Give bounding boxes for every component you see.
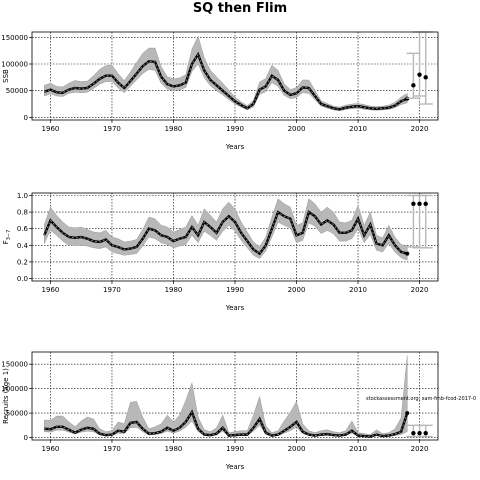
y-tick-label: 0.6 <box>17 225 29 233</box>
y-axis-label: Recruits (age 1) <box>2 368 10 424</box>
y-tick-label: 0.8 <box>17 209 28 217</box>
forecast-point <box>417 430 422 436</box>
x-tick-label: 1980 <box>165 286 183 294</box>
y-axis-label: F3−7 <box>2 230 12 245</box>
y-tick-label: 150000 <box>1 361 28 369</box>
x-tick-label: 2000 <box>288 125 306 133</box>
y-tick-label: 0 <box>24 434 28 442</box>
confidence-band <box>44 355 408 438</box>
x-tick-label: 1990 <box>226 125 244 133</box>
x-tick-label: 2020 <box>411 286 429 294</box>
ssb-panel: 1960 1970 1980 1990 2000 2010 2020 0 50000 100000… <box>1 31 439 151</box>
x-tick-label: 2010 <box>349 125 367 133</box>
x-tick-label: 1960 <box>42 286 60 294</box>
confidence-band <box>44 198 408 261</box>
y-tick-label: 50000 <box>6 410 28 418</box>
x-tick-label: 2000 <box>288 286 306 294</box>
last-estimate-point <box>405 411 410 416</box>
y-tick-label: 0.2 <box>17 258 28 266</box>
x-tick-label: 2020 <box>411 445 429 453</box>
fishing-mortality-panel: 1960 1970 1980 1990 2000 2010 2020 0.0 0.2 0.4 0.6… <box>2 192 439 312</box>
forecast-point <box>423 430 428 436</box>
forecast-point <box>411 201 416 206</box>
y-tick-label: 0.0 <box>17 275 28 283</box>
forecast-point <box>411 83 416 88</box>
x-axis-label: Years <box>225 143 245 151</box>
x-tick-label: 1960 <box>42 125 60 133</box>
y-tick-label: 0 <box>24 114 28 122</box>
x-tick-label: 2010 <box>349 445 367 453</box>
x-tick-label: 1980 <box>165 125 183 133</box>
estimate-line <box>43 210 408 256</box>
y-tick-label: 0.4 <box>17 242 29 250</box>
x-tick-label: 1980 <box>165 445 183 453</box>
x-tick-label: 1990 <box>226 445 244 453</box>
x-tick-label: 1990 <box>226 286 244 294</box>
x-tick-label: 1970 <box>103 125 121 133</box>
chart-title: SQ then Flim <box>193 1 287 16</box>
forecast-point <box>423 75 428 80</box>
forecast-point <box>411 430 416 436</box>
y-axis-label: SSB <box>2 69 10 83</box>
estimate-line-dash <box>44 411 408 438</box>
y-tick-label: 150000 <box>1 34 28 42</box>
x-tick-label: 1960 <box>42 445 60 453</box>
x-axis-label: Years <box>225 463 245 471</box>
x-tick-label: 1970 <box>103 286 121 294</box>
x-tick-label: 2020 <box>411 125 429 133</box>
y-tick-label: 100000 <box>1 61 28 69</box>
y-tick-label: 50000 <box>6 87 28 95</box>
forecast-point <box>417 201 422 206</box>
forecast-point <box>417 72 422 77</box>
confidence-band <box>44 35 408 112</box>
source-watermark: stockassessment.org, sam-fmb-fcod-2017-0 <box>366 396 476 402</box>
recruits-panel: 1960 1970 1980 1990 2000 2010 2020 0 50000 100000… <box>1 351 439 471</box>
x-tick-label: 1970 <box>103 445 121 453</box>
estimate-line <box>43 51 408 111</box>
x-axis-label: Years <box>225 304 245 312</box>
last-estimate-point <box>405 251 410 256</box>
x-tick-label: 2000 <box>288 445 306 453</box>
y-tick-label: 100000 <box>1 385 28 393</box>
y-tick-label: 1.0 <box>17 192 28 200</box>
forecast-point <box>423 201 428 206</box>
x-tick-label: 2010 <box>349 286 367 294</box>
